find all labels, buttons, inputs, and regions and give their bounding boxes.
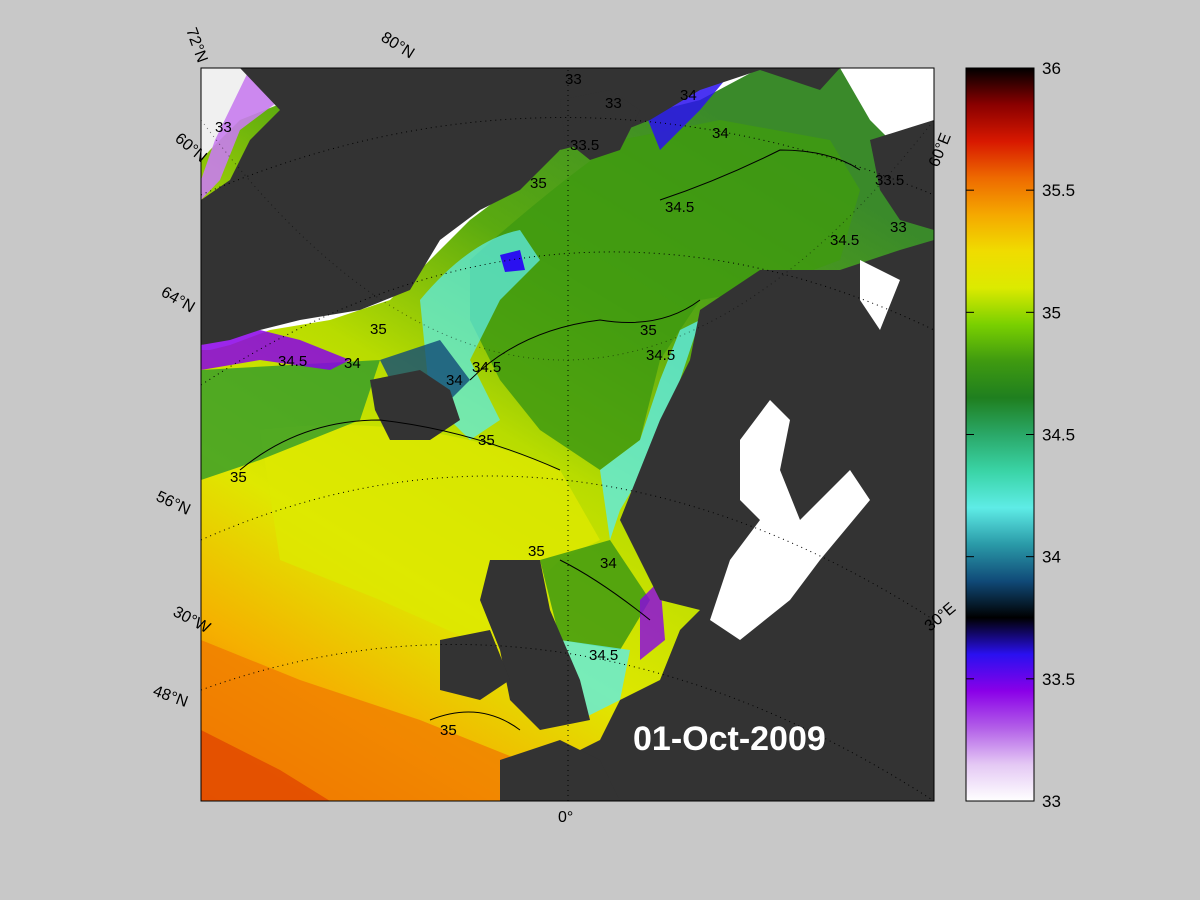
warm-water-core [201,730,330,801]
greenland-shelf-fringe [201,330,350,370]
date-label: 01-Oct-2009 [633,720,826,758]
contour-label: 34.5 [589,647,618,664]
colorbar-bar [966,68,1034,801]
colorbar: 36 35.5 35 34.5 34 33.5 33 [965,59,1075,811]
colorbar-tick-label: 34.5 [1042,426,1075,445]
norwegian-sea-region [470,120,860,470]
contour-label: 33.5 [875,172,904,189]
lat-label-48n: 48°N [151,683,190,711]
contour-label: 34 [446,372,463,389]
lon-label-0: 0° [558,809,573,826]
lat-label-56n: 56°N [153,488,193,519]
contour-label: 34.5 [646,347,675,364]
contour-label: 35 [640,322,657,339]
contour-label: 35 [370,321,387,338]
contour-label: 33 [565,71,582,88]
contour-label: 34.5 [472,359,501,376]
contour-label: 35 [478,432,495,449]
contour-label: 33 [215,119,232,136]
white-sea [860,260,900,330]
baltic-sea [710,400,870,640]
colorbar-tick-label: 33 [1042,792,1061,811]
contour-labels: 33 33 33 33.5 34 34 34.5 34.5 35 35 35 3… [215,71,907,739]
iceland-landmass [370,370,460,440]
kola-landmass [870,120,934,230]
colorbar-tick-label: 35.5 [1042,181,1075,200]
contour-label: 34 [680,87,697,104]
lat-label-80n: 80°N [378,29,417,62]
jan-mayen-fresh-patch [500,250,525,272]
contour-label: 34.5 [665,199,694,216]
norwegian-coastal-current [600,320,700,540]
contour-label: 33 [890,219,907,236]
colorbar-tick-label: 33.5 [1042,670,1075,689]
contour-label: 34 [344,355,361,372]
contour-label: 35 [528,543,545,560]
colorbar-tick-label: 36 [1042,59,1061,78]
map-frame [200,67,935,802]
colorbar-tick-label: 34 [1042,548,1061,567]
lat-label-72n: 72°N [182,26,210,65]
svalbard-fringe [640,68,735,150]
map-panel: 33 33 33 33.5 34 34 34.5 34.5 35 35 35 3… [201,68,934,801]
salinity-contours [239,149,861,731]
france-landmass [500,740,620,801]
contour-label: 34 [712,125,729,142]
contour-label: 34.5 [278,353,307,370]
north-sea-region [540,540,650,650]
warm-water-region [201,640,540,801]
skagerrak-water [640,580,665,660]
contour-label: 35 [530,175,547,192]
contour-label: 33 [605,95,622,112]
contour-label: 35 [440,722,457,739]
colorbar-tick-label: 35 [1042,303,1061,322]
svalbard-landmass [560,90,640,160]
great-britain-landmass [480,560,590,730]
graticule [201,68,934,801]
contour-label: 35 [230,469,247,486]
colorbar-ticks: 36 35.5 35 34.5 34 33.5 33 [966,59,1075,811]
contour-label: 34.5 [830,232,859,249]
east-greenland-fringe [201,68,310,200]
lat-label-64n: 64°N [158,284,197,317]
contour-label: 33.5 [570,137,599,154]
irminger-region [201,360,380,480]
greenland-landmass [201,68,840,345]
contour-label: 34 [600,555,617,572]
ireland-landmass [440,630,510,700]
